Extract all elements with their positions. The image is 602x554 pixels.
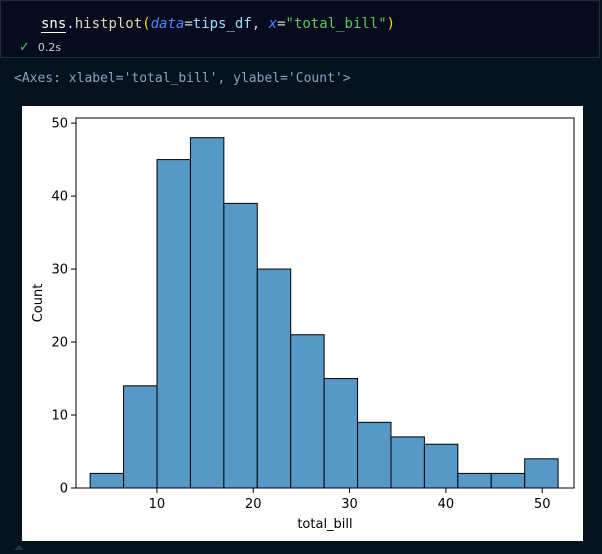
histogram-bar (423, 443, 459, 489)
histogram-bar (123, 385, 158, 489)
code-function: histplot (74, 16, 143, 32)
histogram-plot: 10 20 30 40 50 0 10 20 30 40 50 total_bill Count (22, 106, 583, 541)
x-tick-label: 20 (245, 497, 262, 512)
x-tick-label: 10 (149, 497, 166, 512)
histogram-bar (390, 436, 425, 489)
code-line[interactable]: sns.histplot(data=tips_df, x="total_bill… (41, 16, 396, 33)
histogram-bar (457, 472, 492, 489)
histogram-bar (357, 421, 392, 489)
histogram-bar (89, 472, 125, 489)
code-object: sns (41, 16, 67, 33)
code-equals-1: = (184, 16, 193, 32)
x-tick-label: 40 (438, 497, 455, 512)
code-value-x: "total_bill" (285, 16, 387, 32)
axes-frame (75, 117, 575, 489)
histogram-bar (223, 202, 258, 489)
code-keyword-x: x (268, 16, 278, 32)
histogram-bar (189, 137, 225, 489)
histogram-svg: 10 20 30 40 50 0 10 20 30 40 50 total_bill Count (31, 117, 575, 532)
code-close-paren: ) (386, 16, 396, 32)
output-repr: <Axes: xlabel='total_bill', ylabel='Coun… (14, 71, 351, 86)
x-axis-label: total_bill (297, 517, 352, 532)
code-keyword-data: data (150, 16, 185, 32)
histogram-bar (256, 268, 292, 489)
histogram-bar (290, 334, 325, 489)
x-tick-label: 30 (341, 497, 358, 512)
histogram-bar (156, 159, 191, 489)
code-dot: . (66, 16, 75, 32)
y-tick-label: 30 (51, 263, 68, 278)
execution-status: ✓ 0.2s (19, 40, 61, 55)
code-equals-2: = (277, 16, 286, 32)
execution-time: 0.2s (37, 41, 62, 54)
histogram-bar (490, 472, 526, 489)
check-icon: ✓ (19, 40, 30, 55)
y-tick-label: 0 (60, 482, 68, 497)
histogram-bar (323, 378, 359, 489)
code-open-paren: ( (142, 16, 151, 32)
y-tick-label: 40 (51, 190, 68, 205)
code-value-data: tips_df (192, 16, 252, 32)
y-tick-label: 50 (51, 117, 68, 132)
scroll-corner-icon (14, 545, 24, 550)
code-cell[interactable]: sns.histplot(data=tips_df, x="total_bill… (0, 0, 600, 58)
y-tick-label: 10 (51, 409, 68, 424)
y-tick-label: 20 (51, 336, 68, 351)
code-comma: , (251, 16, 269, 32)
histogram-bar (524, 458, 559, 489)
y-axis-label: Count (31, 284, 46, 323)
x-tick-label: 50 (534, 497, 551, 512)
